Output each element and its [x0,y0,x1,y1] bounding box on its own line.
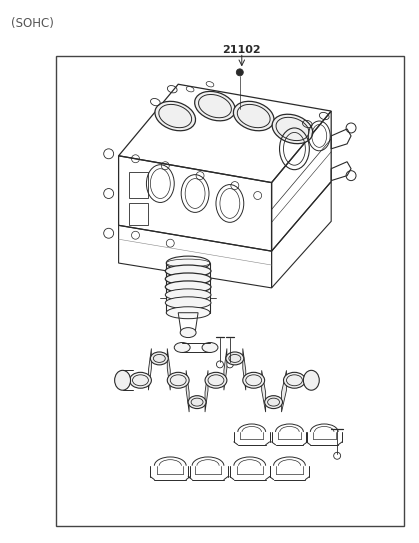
Ellipse shape [166,256,210,270]
Ellipse shape [155,102,196,131]
Polygon shape [282,370,287,412]
Ellipse shape [205,372,227,388]
Ellipse shape [165,289,211,301]
Bar [56,56,403,526]
Ellipse shape [167,372,189,388]
Ellipse shape [188,396,206,408]
Polygon shape [224,349,227,390]
Polygon shape [186,370,189,412]
Polygon shape [167,349,170,390]
Ellipse shape [165,265,211,277]
Ellipse shape [166,307,210,319]
Ellipse shape [165,273,211,285]
Ellipse shape [303,370,319,390]
Polygon shape [243,349,246,390]
Polygon shape [205,370,208,412]
Ellipse shape [243,372,265,388]
Ellipse shape [150,352,168,365]
Ellipse shape [226,352,244,365]
Ellipse shape [115,370,131,390]
Ellipse shape [265,396,282,408]
Text: (SOHC): (SOHC) [11,17,54,30]
Ellipse shape [129,372,151,388]
Ellipse shape [180,327,196,338]
Ellipse shape [174,343,190,352]
Ellipse shape [233,102,274,131]
Ellipse shape [195,91,235,121]
Ellipse shape [272,114,313,144]
Ellipse shape [284,372,305,388]
Ellipse shape [165,297,211,309]
Polygon shape [148,349,151,390]
Circle shape [236,69,243,76]
Text: 21102: 21102 [222,45,261,54]
Ellipse shape [165,281,211,293]
Polygon shape [261,370,266,412]
Ellipse shape [202,343,218,352]
